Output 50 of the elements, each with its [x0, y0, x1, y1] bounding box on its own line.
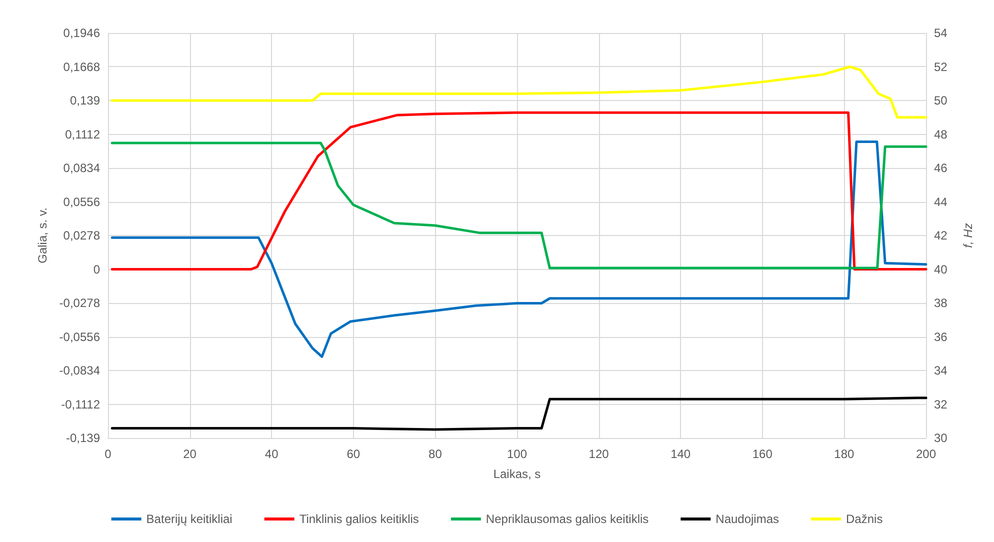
y-tick-label: -0,0834	[59, 364, 100, 378]
x-tick-label: 160	[752, 447, 773, 461]
y2-tick-label: 34	[934, 364, 948, 378]
y2-tick-label: 42	[934, 228, 948, 242]
y-axis-title: Galia, s. v.	[35, 208, 50, 264]
y-tick-label: 0,1668	[63, 60, 100, 74]
x-tick-label: 80	[428, 447, 442, 461]
y-tick-label: 0,1112	[65, 127, 100, 142]
y2-tick-label: 38	[934, 296, 948, 310]
y-tick-label: 0,1946	[63, 26, 100, 40]
x-tick-label: 200	[916, 447, 936, 461]
y2-axis-title: f, Hz	[961, 223, 975, 248]
y2-tick-label: 40	[934, 262, 948, 276]
y-tick-label: 0	[93, 262, 100, 276]
line-series	[110, 140, 928, 358]
line-series	[110, 142, 928, 270]
line-series	[110, 396, 928, 431]
y2-tick-label: 36	[934, 330, 948, 344]
y2-tick-label: 50	[934, 94, 948, 108]
legend-label: Baterijų keitikliai	[146, 512, 232, 526]
y2-tick-label: 54	[934, 26, 948, 40]
legend-label: Tinklinis galios keitiklis	[299, 512, 419, 526]
legend-label: Nepriklausomas galios keitiklis	[486, 512, 649, 526]
y2-tick-label: 44	[934, 194, 948, 209]
y2-tick-label: 46	[934, 161, 948, 175]
y-tick-label: 0,139	[70, 94, 100, 108]
y-tick-label: 0,0556	[63, 194, 100, 209]
y2-tick-label: 32	[934, 397, 948, 412]
legend-label: Naudojimas	[716, 512, 780, 526]
y-tick-label: -0,139	[66, 431, 100, 445]
x-tick-label: 120	[588, 447, 610, 461]
y-tick-label: -0,1112	[61, 397, 100, 412]
x-tick-label: 20	[183, 447, 197, 461]
y-tick-label: -0,0556	[59, 330, 100, 344]
y-tick-label: -0,0278	[59, 296, 100, 310]
x-tick-label: 0	[104, 447, 112, 461]
x-tick-label: 140	[670, 447, 691, 461]
y2-tick-label: 30	[934, 431, 948, 445]
line-series	[110, 111, 928, 270]
x-tick-label: 60	[346, 447, 360, 461]
x-tick-label: 180	[834, 447, 855, 461]
y2-tick-label: 52	[934, 60, 948, 74]
y-tick-label: 0,0278	[63, 228, 100, 242]
line-series	[110, 66, 928, 119]
y2-tick-label: 48	[934, 127, 948, 142]
x-axis-title: Laikas, s	[493, 467, 541, 481]
x-tick-label: 40	[264, 447, 279, 461]
x-tick-label: 100	[506, 447, 528, 461]
y-tick-label: 0,0834	[63, 161, 100, 175]
legend-label: Dažnis	[846, 512, 883, 526]
